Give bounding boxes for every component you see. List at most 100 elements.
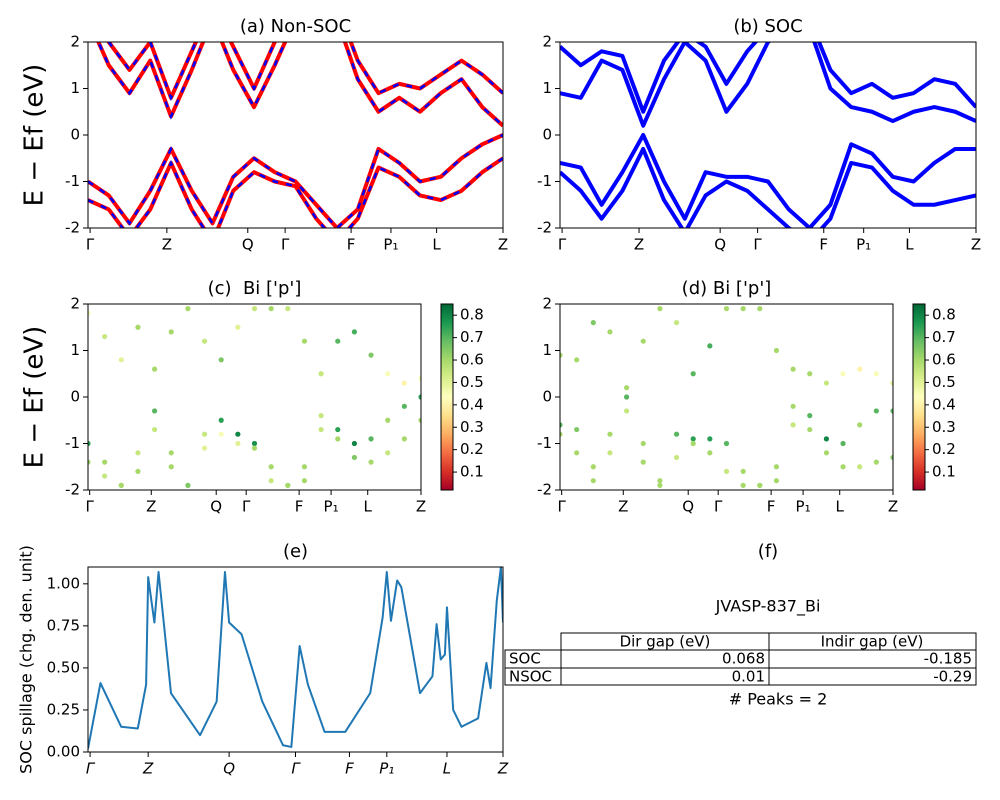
point <box>657 478 663 484</box>
band-line <box>560 146 976 228</box>
y-tick-label: -1 <box>537 172 552 190</box>
point <box>757 482 763 488</box>
panel-title: (d) Bi ['p'] <box>682 278 772 299</box>
x-tick-label: Z <box>498 236 508 254</box>
colorbar-tick-label: 0.7 <box>460 328 484 346</box>
y-tick-label: 2 <box>542 295 552 313</box>
y-tick-label: 0 <box>542 126 552 144</box>
point <box>673 320 680 326</box>
point <box>590 478 596 484</box>
y-tick-label: 0.50 <box>47 658 80 676</box>
point <box>152 408 158 414</box>
colorbar-tick-label: 0.6 <box>460 351 484 369</box>
point <box>268 478 274 484</box>
point <box>235 440 241 447</box>
point <box>640 338 646 344</box>
panel: (b) SOC -2 -1 0 1 2 Γ Z Q Γ F P₁ L Z <box>537 16 981 254</box>
x-tick-label: Q <box>223 760 235 778</box>
point <box>201 445 208 451</box>
point <box>152 426 158 433</box>
point <box>857 366 863 372</box>
point <box>318 426 324 433</box>
x-tick-label: Γ <box>557 498 566 516</box>
y-tick-label: -2 <box>537 219 552 237</box>
band-line-overlay <box>88 133 503 228</box>
row-label: NSOC <box>509 668 552 686</box>
point <box>574 357 580 363</box>
x-tick-label: Γ <box>753 236 762 254</box>
point <box>168 464 174 470</box>
x-tick-label: P₁ <box>379 760 394 778</box>
point <box>401 436 407 442</box>
y-tick-label: 0 <box>70 126 80 144</box>
point <box>723 306 730 312</box>
x-tick-label: F <box>819 236 828 254</box>
x-tick-label: Z <box>146 498 156 516</box>
point <box>640 459 646 465</box>
point <box>168 450 174 456</box>
x-tick-label: Z <box>888 498 898 516</box>
point <box>707 436 713 442</box>
x-tick-label: L <box>432 236 441 254</box>
point <box>740 468 746 474</box>
point <box>773 478 780 484</box>
x-tick-label: Z <box>162 236 172 254</box>
x-tick-label: F <box>345 760 354 778</box>
point <box>690 440 696 447</box>
point <box>301 464 308 470</box>
axes-frame <box>87 303 422 491</box>
point <box>873 371 879 377</box>
x-tick-label: Q <box>682 498 694 516</box>
cell: 0.068 <box>722 650 765 668</box>
panel: (c) Bi ['p'] E − Ef (eV) -2 -1 0 1 2 Γ Z Q Γ F P₁ L Z 0… <box>20 278 484 516</box>
colorbar-tick-label: 0.5 <box>932 373 956 391</box>
point <box>268 306 274 312</box>
y-tick-label: -1 <box>65 434 80 452</box>
x-tick-label: Q <box>242 236 254 254</box>
band-line <box>88 567 503 749</box>
point <box>740 306 746 312</box>
point <box>218 417 224 423</box>
x-tick-label: L <box>443 760 451 778</box>
point <box>301 338 308 344</box>
point <box>723 468 730 474</box>
y-tick-label: 1 <box>70 341 80 359</box>
header-cell: Indir gap (eV) <box>821 633 924 651</box>
point <box>218 357 224 363</box>
point <box>890 454 893 461</box>
y-tick-label: 1.00 <box>47 574 80 592</box>
point <box>790 403 796 409</box>
point <box>723 440 730 447</box>
y-tick-label: -1 <box>65 172 80 190</box>
row-label: SOC <box>509 650 541 668</box>
x-tick-label: P₁ <box>383 236 398 254</box>
point <box>624 394 630 400</box>
point <box>135 324 141 330</box>
axes-frame <box>87 41 504 229</box>
x-tick-label: L <box>905 236 914 254</box>
colorbar-tick-label: 0.2 <box>460 440 484 458</box>
x-tick-label: P₁ <box>796 498 811 516</box>
point <box>560 352 563 358</box>
point <box>574 426 580 433</box>
point <box>790 366 796 372</box>
x-tick-label: Z <box>634 236 644 254</box>
cell: 0.01 <box>732 668 765 686</box>
point <box>118 357 124 363</box>
y-tick-label: -2 <box>65 481 80 499</box>
y-tick-label: 2 <box>70 295 80 313</box>
x-tick-label: F <box>767 498 776 516</box>
point <box>624 385 630 391</box>
colorbar <box>912 303 926 491</box>
y-tick-label: 0 <box>70 388 80 406</box>
plot-area <box>560 306 893 488</box>
point <box>857 422 863 428</box>
x-tick-label: L <box>364 498 373 516</box>
colorbar-tick-label: 0.2 <box>932 440 956 458</box>
colorbar-tick-label: 0.1 <box>460 463 484 481</box>
y-tick-label: -2 <box>537 481 552 499</box>
header-cell: Dir gap (eV) <box>620 633 711 651</box>
point <box>318 371 324 377</box>
point <box>790 422 796 428</box>
y-tick-label: 1 <box>542 79 552 97</box>
